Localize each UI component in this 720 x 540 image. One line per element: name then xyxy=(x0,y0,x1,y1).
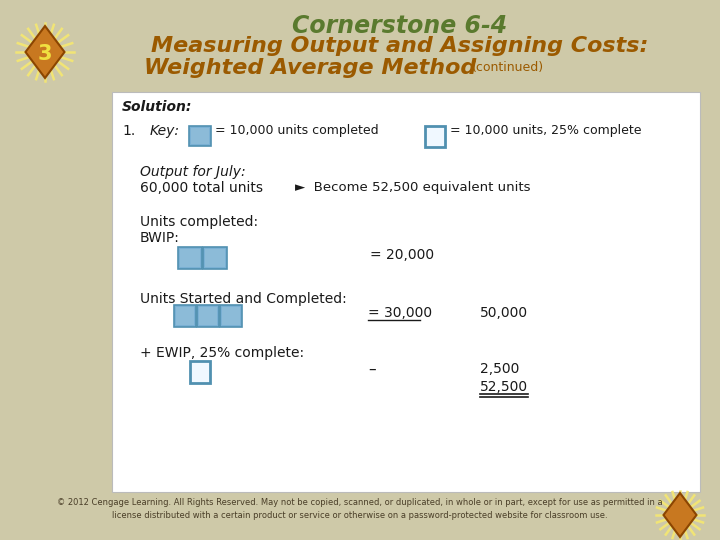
Text: = 10,000 units, 25% complete: = 10,000 units, 25% complete xyxy=(450,124,642,137)
Text: Output for July:: Output for July: xyxy=(140,165,246,179)
Text: 50,000: 50,000 xyxy=(480,306,528,320)
Bar xyxy=(203,247,227,269)
Text: Units completed:: Units completed: xyxy=(140,215,258,229)
Text: Key:: Key: xyxy=(150,124,180,138)
Text: = 10,000 units completed: = 10,000 units completed xyxy=(215,124,379,137)
Text: Measuring Output and Assigning Costs:: Measuring Output and Assigning Costs: xyxy=(151,36,649,56)
Text: BWIP:: BWIP: xyxy=(140,231,180,245)
Text: 1.: 1. xyxy=(122,124,135,138)
Bar xyxy=(425,125,445,146)
Bar xyxy=(112,92,700,492)
Bar xyxy=(199,307,217,325)
Bar xyxy=(180,249,200,267)
Text: 2,500: 2,500 xyxy=(480,362,519,376)
Bar xyxy=(197,305,219,327)
Polygon shape xyxy=(664,493,696,537)
Text: = 20,000: = 20,000 xyxy=(370,248,434,262)
Bar xyxy=(176,307,194,325)
Text: + EWIP, 25% complete:: + EWIP, 25% complete: xyxy=(140,346,304,360)
Text: © 2012 Cengage Learning. All Rights Reserved. May not be copied, scanned, or dup: © 2012 Cengage Learning. All Rights Rese… xyxy=(57,498,663,520)
Text: –: – xyxy=(368,362,376,377)
Text: 52,500: 52,500 xyxy=(480,380,528,394)
Polygon shape xyxy=(25,26,65,78)
Text: ►  Become 52,500 equivalent units: ► Become 52,500 equivalent units xyxy=(295,181,531,194)
Bar xyxy=(191,128,209,144)
Text: (continued): (continued) xyxy=(472,61,544,74)
Bar xyxy=(174,305,196,327)
Bar xyxy=(189,126,211,146)
Text: Weighted Average Method: Weighted Average Method xyxy=(144,58,476,78)
Bar xyxy=(178,247,202,269)
Bar xyxy=(205,249,225,267)
Text: Solution:: Solution: xyxy=(122,100,192,114)
Text: Units Started and Completed:: Units Started and Completed: xyxy=(140,292,347,306)
Text: = 30,000: = 30,000 xyxy=(368,306,432,320)
Text: 3: 3 xyxy=(37,44,53,64)
Text: Cornerstone 6-4: Cornerstone 6-4 xyxy=(292,14,508,38)
Text: 60,000 total units: 60,000 total units xyxy=(140,181,263,195)
Bar xyxy=(190,361,210,383)
Bar xyxy=(222,307,240,325)
Bar xyxy=(220,305,242,327)
